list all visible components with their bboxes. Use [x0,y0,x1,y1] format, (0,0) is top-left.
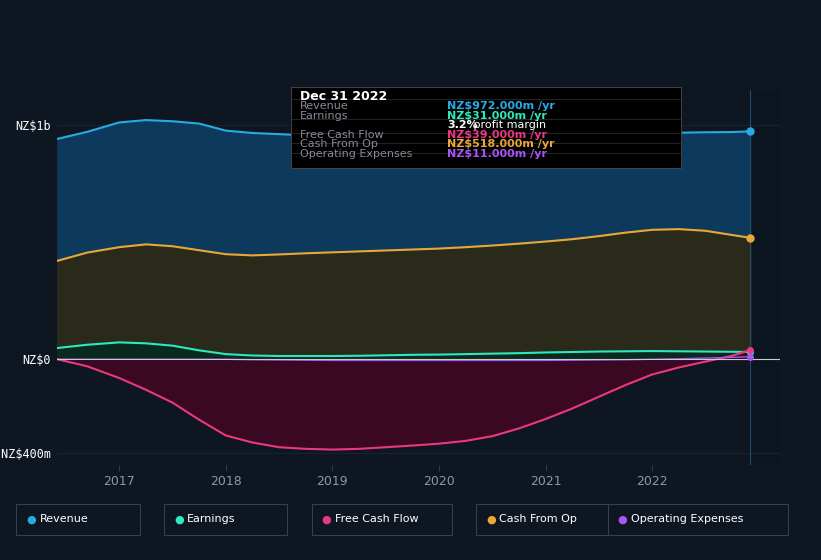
Text: Operating Expenses: Operating Expenses [300,149,412,159]
Text: Revenue: Revenue [300,101,348,111]
Text: 3.2%: 3.2% [447,120,478,130]
Text: ●: ● [26,515,36,524]
Text: Cash From Op: Cash From Op [300,139,378,150]
Text: NZ$11.000m /yr: NZ$11.000m /yr [447,149,548,159]
Bar [750,90,791,465]
Text: Operating Expenses: Operating Expenses [631,515,743,524]
Text: Earnings: Earnings [300,111,348,122]
Text: Earnings: Earnings [187,515,236,524]
Text: Free Cash Flow: Free Cash Flow [300,130,383,140]
Text: NZ$39.000m /yr: NZ$39.000m /yr [447,130,548,140]
Text: ●: ● [174,515,184,524]
Text: profit margin: profit margin [470,120,547,130]
Text: ●: ● [322,515,332,524]
Text: NZ$31.000m /yr: NZ$31.000m /yr [447,111,548,122]
Text: Cash From Op: Cash From Op [499,515,577,524]
Text: Dec 31 2022: Dec 31 2022 [300,90,387,102]
Text: NZ$518.000m /yr: NZ$518.000m /yr [447,139,555,150]
Text: ●: ● [486,515,496,524]
Text: NZ$972.000m /yr: NZ$972.000m /yr [447,101,555,111]
Text: Free Cash Flow: Free Cash Flow [335,515,419,524]
Text: ●: ● [617,515,627,524]
Text: Revenue: Revenue [39,515,88,524]
